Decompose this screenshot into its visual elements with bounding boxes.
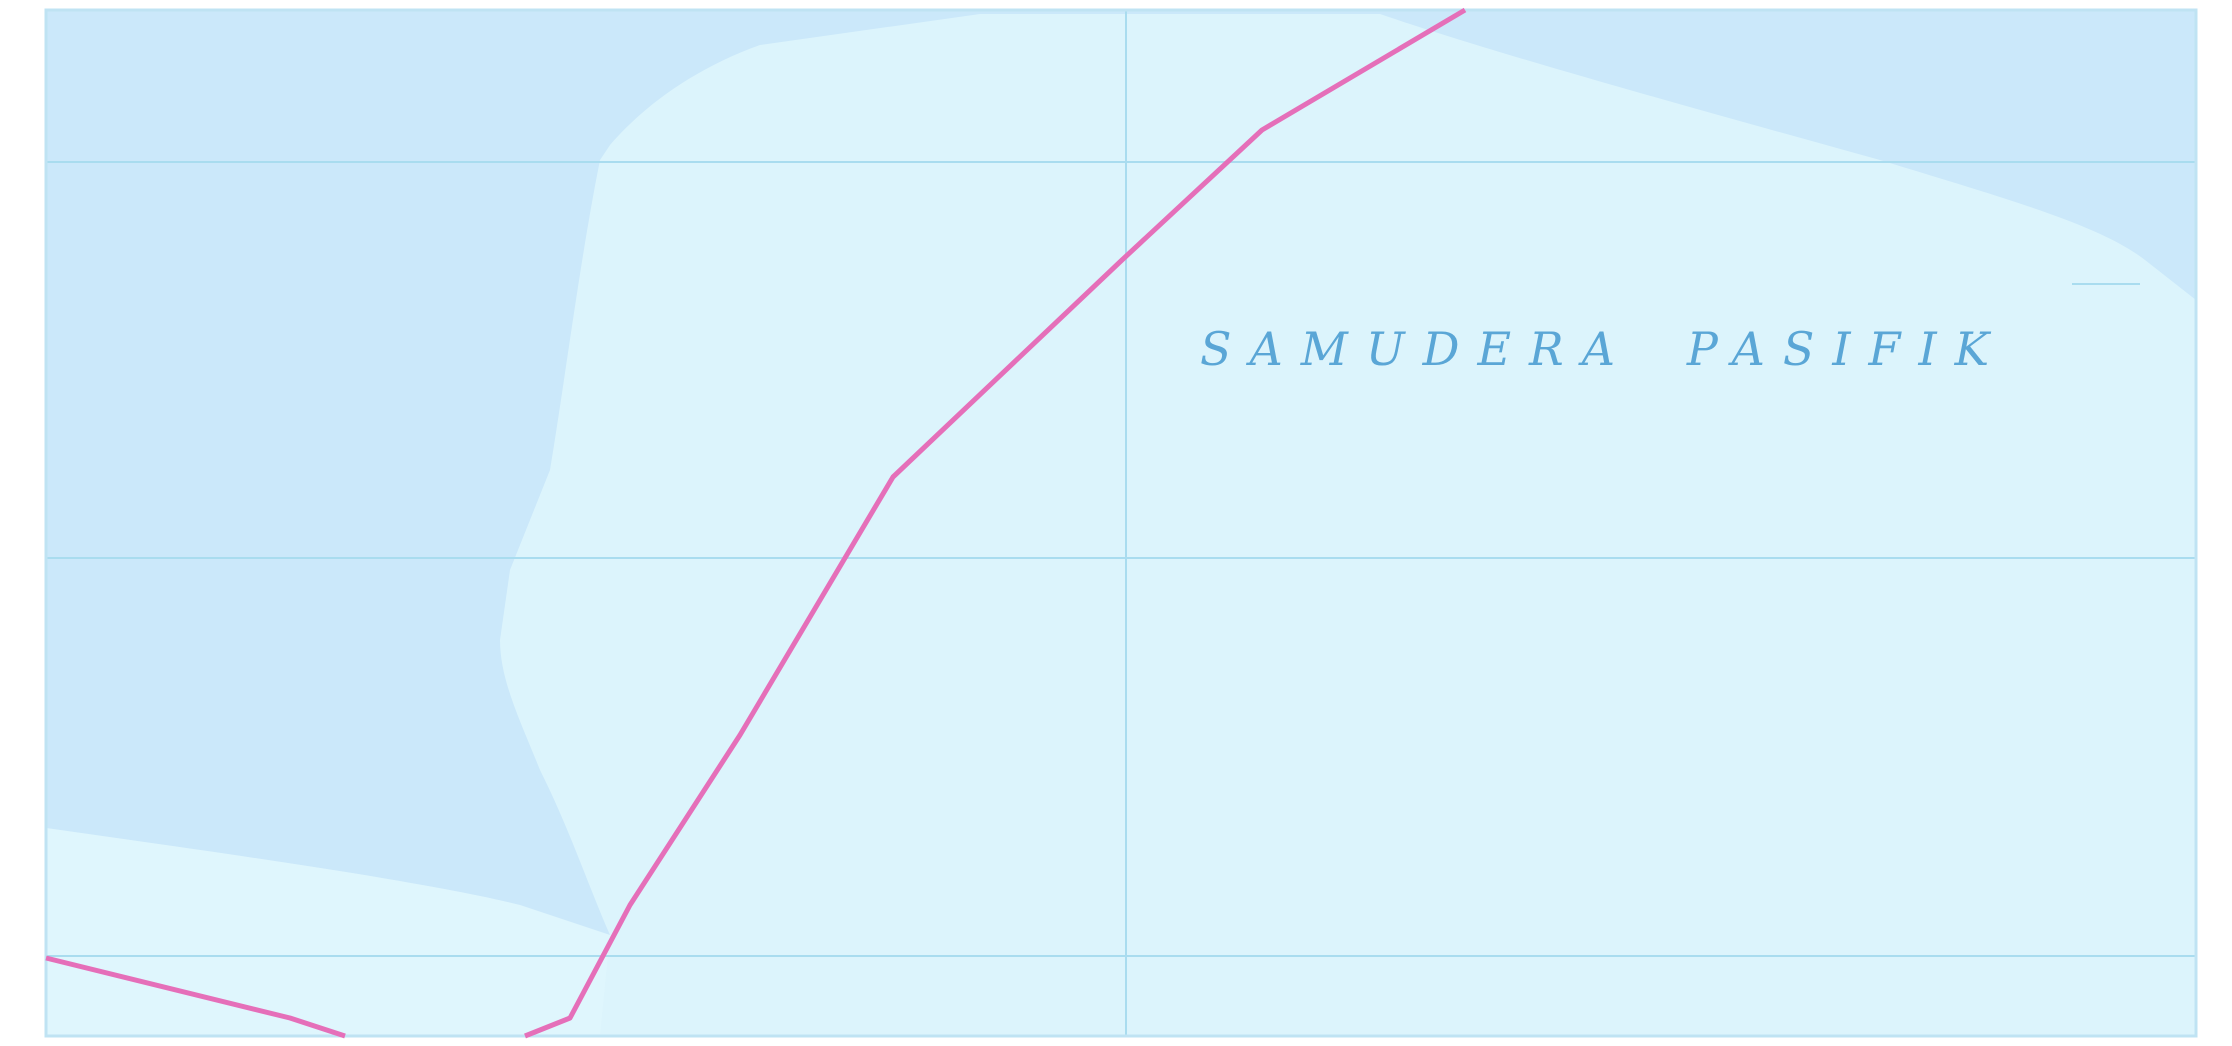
ocean-name-label: SAMUDERA PASIFIK [1200,322,2007,376]
ocean-name-word-1: SAMUDERA [1200,322,1633,376]
shallow-water-zone [46,14,2196,1036]
ocean-name-word-2: PASIFIK [1686,322,2008,376]
map-frame [44,8,2198,1038]
shallow-water-tint [46,828,610,1036]
lat-long-grid [46,10,2196,1036]
maritime-boundary-line[interactable] [524,7,1467,1039]
maritime-boundary-line-west[interactable] [45,955,346,1039]
